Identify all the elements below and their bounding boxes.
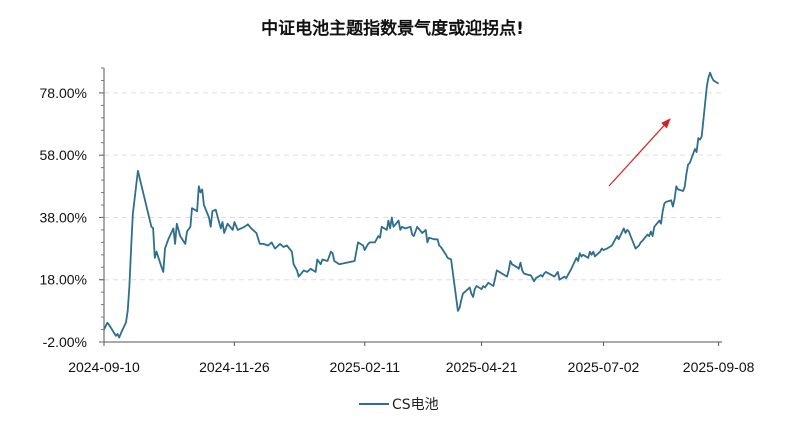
x-tick-labels: 2024-09-10 2024-11-26 2025-02-11 2025-04-21… bbox=[68, 359, 754, 375]
y-tick-label: 78.00% bbox=[40, 85, 87, 101]
legend-label: CS电池 bbox=[392, 397, 439, 413]
series-line-cs-battery bbox=[103, 71, 720, 339]
y-axis bbox=[99, 67, 105, 343]
y-tick-label: 18.00% bbox=[40, 272, 87, 288]
y-tick-labels: 78.00% 58.00% 38.00% 18.00% -2.00% bbox=[40, 85, 87, 350]
series-layer bbox=[103, 71, 720, 339]
y-tick-label: -2.00% bbox=[43, 334, 87, 350]
gridlines bbox=[104, 92, 722, 281]
x-tick-label: 2025-04-21 bbox=[446, 359, 518, 375]
x-tick-label: 2025-07-02 bbox=[568, 359, 640, 375]
y-tick-label: 38.00% bbox=[40, 209, 87, 225]
x-tick-label: 2025-09-08 bbox=[683, 359, 755, 375]
red-arrow bbox=[608, 118, 671, 187]
chart-title: 中证电池主题指数景气度或迎拐点! bbox=[261, 19, 524, 39]
legend: CS电池 bbox=[359, 397, 439, 413]
x-tick-label: 2025-02-11 bbox=[329, 359, 400, 375]
x-tick-label: 2024-09-10 bbox=[68, 359, 140, 375]
y-tick-label: 58.00% bbox=[40, 147, 87, 163]
annotation-arrow bbox=[608, 118, 671, 187]
x-tick-label: 2024-11-26 bbox=[199, 359, 270, 375]
x-axis bbox=[103, 341, 722, 346]
